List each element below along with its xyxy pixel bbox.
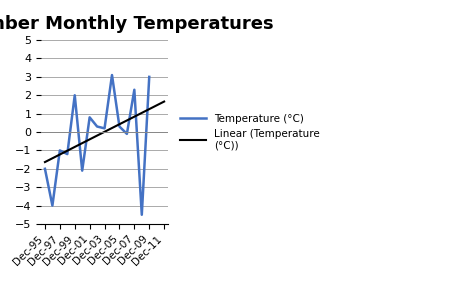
Line: Temperature (°C): Temperature (°C) xyxy=(45,75,149,215)
Linear (Temperature
(°C)) xyxy=(42,160,48,164)
Title: December Monthly Temperatures: December Monthly Temperatures xyxy=(0,15,273,33)
Temperature (°C) xyxy=(87,116,92,119)
Temperature (°C) xyxy=(72,94,78,97)
Linear (Temperature
(°C)) xyxy=(113,124,119,128)
Linear (Temperature
(°C)) xyxy=(42,160,48,164)
Temperature (°C) xyxy=(94,125,100,128)
Temperature (°C) xyxy=(49,204,55,207)
Temperature (°C) xyxy=(139,213,145,217)
Temperature (°C) xyxy=(146,75,152,79)
Line: Linear (Temperature
(°C)): Linear (Temperature (°C)) xyxy=(45,102,164,162)
Linear (Temperature
(°C)) xyxy=(143,109,148,113)
Temperature (°C) xyxy=(65,152,70,156)
Linear (Temperature
(°C)) xyxy=(161,100,167,103)
Temperature (°C) xyxy=(57,149,63,152)
Linear (Temperature
(°C)) xyxy=(115,123,121,127)
Temperature (°C) xyxy=(80,169,85,172)
Linear (Temperature
(°C)) xyxy=(150,105,156,109)
Legend: Temperature (°C), Linear (Temperature
(°C)): Temperature (°C), Linear (Temperature (°… xyxy=(176,109,324,155)
Temperature (°C) xyxy=(102,127,107,130)
Temperature (°C) xyxy=(131,88,137,91)
Temperature (°C) xyxy=(109,73,115,77)
Temperature (°C) xyxy=(117,125,122,128)
Linear (Temperature
(°C)) xyxy=(113,125,118,128)
Temperature (°C) xyxy=(42,167,48,171)
Temperature (°C) xyxy=(124,132,130,136)
